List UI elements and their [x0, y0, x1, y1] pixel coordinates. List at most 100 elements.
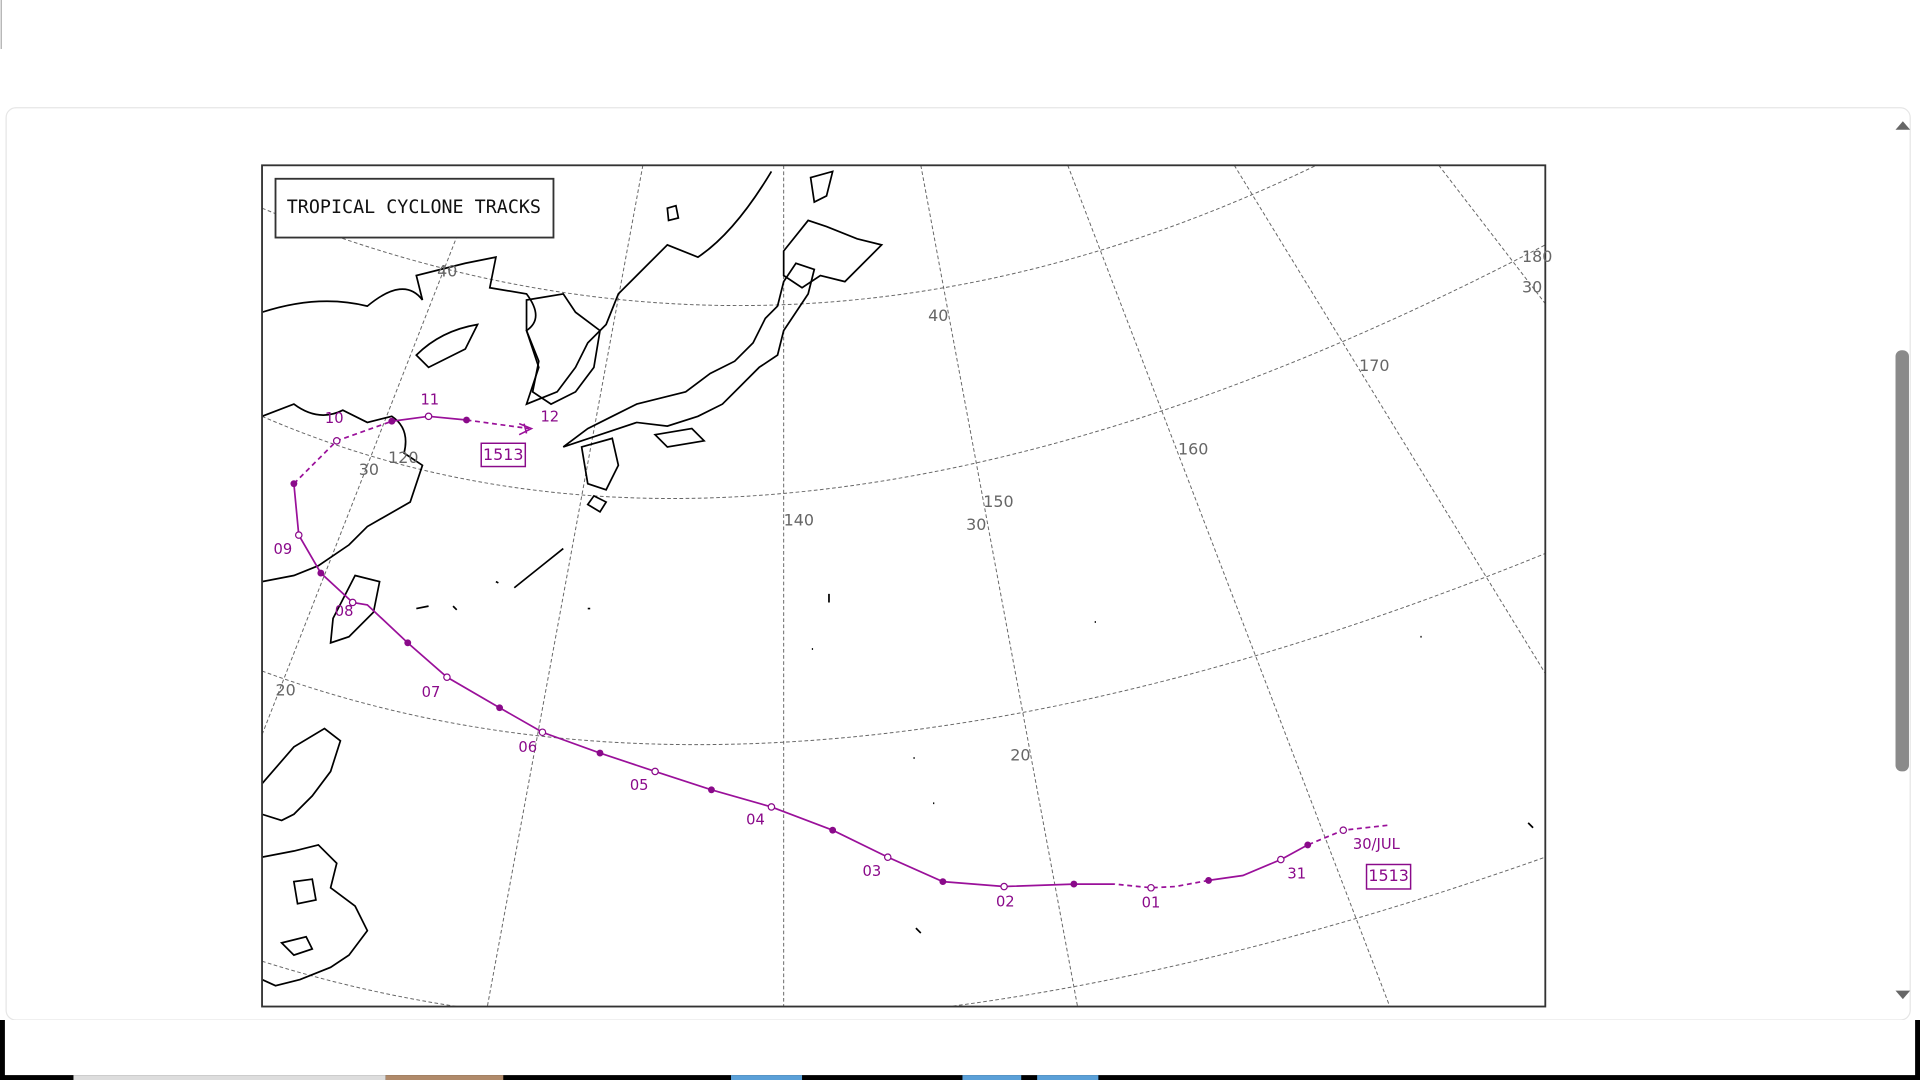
- longitude-label: 120: [388, 448, 418, 467]
- date-label: 10: [325, 410, 344, 427]
- track-point: [294, 531, 303, 539]
- date-label: 31: [1287, 865, 1306, 882]
- track-point: [596, 749, 604, 757]
- coastline-luzon: [262, 727, 342, 822]
- map-frame: [262, 165, 1546, 1007]
- date-label: 08: [335, 603, 354, 620]
- track-point: [348, 598, 357, 607]
- track-point: [388, 417, 396, 425]
- map-border: [261, 164, 1547, 1008]
- longitude-line: [486, 165, 644, 1007]
- scroll-thumb[interactable]: [1895, 350, 1909, 772]
- coastline-bohai: [415, 323, 480, 369]
- latitude-label: 30: [1522, 278, 1542, 297]
- longitude-label: 180: [1522, 247, 1552, 266]
- latitude-label: 30: [359, 460, 379, 479]
- latitude-label: 30: [966, 515, 986, 534]
- track-point: [767, 803, 776, 811]
- track-point: [538, 728, 547, 737]
- coastline-honshu: [562, 262, 816, 448]
- coastline-china: [262, 403, 424, 583]
- latitude-line: [262, 553, 1546, 746]
- task-tab[interactable]: [962, 1075, 1022, 1080]
- coastline-small-islands: [416, 547, 1534, 934]
- latitude-label: 20: [276, 681, 296, 700]
- track-point: [496, 704, 504, 712]
- longitude-label: 170: [1359, 356, 1389, 375]
- track-segment: [466, 419, 530, 430]
- track-point: [317, 569, 325, 577]
- track-point: [443, 673, 451, 681]
- track-point: [1205, 876, 1212, 884]
- latitude-line: [262, 856, 1546, 1007]
- date-label: 04: [746, 811, 765, 828]
- task-tab[interactable]: [385, 1075, 504, 1080]
- track-point: [290, 480, 298, 488]
- date-label: 07: [422, 684, 441, 701]
- id-box: [480, 442, 527, 468]
- coastline-korea: [525, 292, 601, 406]
- longitude-label: 150: [983, 492, 1013, 511]
- longitude-label: 160: [1178, 439, 1208, 458]
- track-point: [883, 853, 892, 861]
- date-label: 05: [630, 777, 649, 794]
- track-point: [1277, 855, 1285, 864]
- date-label: 06: [518, 739, 537, 756]
- coastline-islands: [279, 878, 317, 957]
- coastline-hokkaido: [782, 219, 884, 289]
- date-label: 09: [274, 541, 293, 558]
- date-label: 11: [420, 391, 439, 408]
- coastline-islet: [586, 494, 608, 514]
- id-box: [1365, 863, 1412, 890]
- latitude-line: [262, 165, 1317, 306]
- longitude-line: [920, 165, 1079, 1007]
- map-title: TROPICAL CYCLONE TRACKS: [287, 197, 541, 218]
- scroll-up[interactable]: [1895, 121, 1911, 130]
- date-label: 01: [1142, 895, 1161, 912]
- track-point: [651, 767, 659, 776]
- longitude-label: 140: [784, 510, 814, 529]
- longitude-line: [262, 183, 479, 735]
- track-point: [1304, 841, 1312, 849]
- track-point: [1339, 826, 1348, 835]
- task-tab[interactable]: [731, 1075, 803, 1080]
- coastline-island: [666, 204, 680, 222]
- track-point: [1070, 880, 1078, 888]
- track-end-arrow: [518, 422, 534, 436]
- map-body: [262, 165, 1546, 1007]
- coastline-sakhalin: [809, 170, 834, 204]
- latitude-label: 40: [437, 262, 457, 281]
- id-label: 1513: [1368, 866, 1408, 885]
- track-point: [1000, 882, 1008, 891]
- date-label: 30/JUL: [1353, 836, 1401, 853]
- track-point: [708, 786, 715, 794]
- longitude-line: [1233, 165, 1546, 674]
- longitude-line: [1067, 165, 1391, 1007]
- track-point: [424, 412, 433, 421]
- task-tab[interactable]: [73, 1075, 386, 1080]
- track-point: [829, 826, 837, 834]
- id-label: 1513: [483, 445, 523, 464]
- longitude-line: [1438, 165, 1546, 304]
- latitude-label: 40: [928, 306, 948, 325]
- cyclone-track: 30/JUL 31 01 02 03 04 05 06 07 08 09 10 …: [274, 391, 1412, 912]
- scroll-down[interactable]: [1895, 990, 1911, 1000]
- track-point: [939, 878, 947, 886]
- coastline-kyushu: [580, 437, 620, 491]
- track-points: [290, 412, 1348, 892]
- coastline-shikoku: [653, 427, 706, 448]
- date-label: 03: [862, 863, 881, 880]
- coastline-philippines: [262, 843, 369, 987]
- task-tab[interactable]: [1037, 1075, 1099, 1080]
- track-point: [332, 437, 341, 445]
- title-box: [274, 177, 555, 239]
- track-segment: [1208, 844, 1309, 882]
- latitude-label: 20: [1010, 745, 1030, 764]
- date-label: 02: [996, 893, 1015, 910]
- coastline-taiwan: [329, 574, 381, 645]
- track-point: [463, 416, 470, 424]
- track-segment: [1114, 879, 1209, 889]
